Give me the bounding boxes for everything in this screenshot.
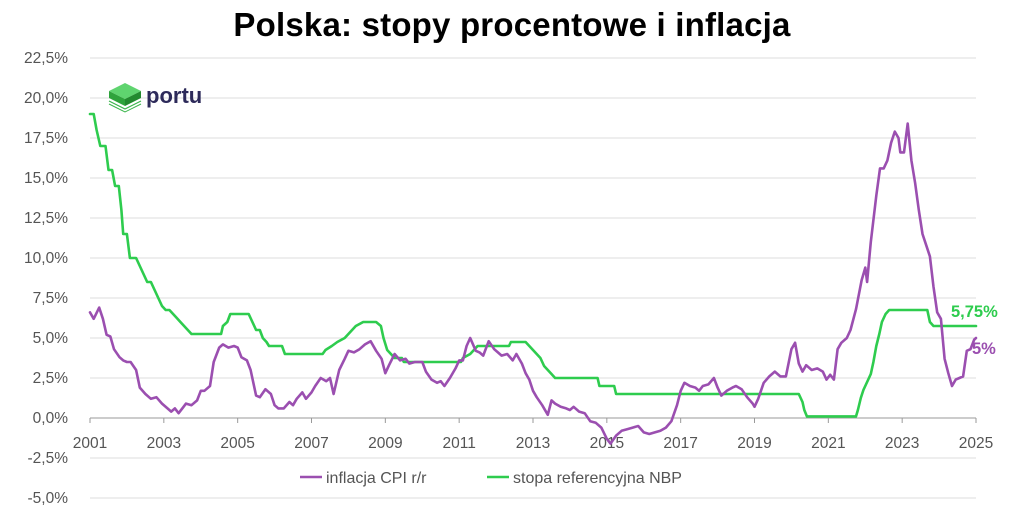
series-line-rate [88, 112, 978, 418]
x-tick-label: 2005 [220, 435, 254, 452]
legend-label-cpi: inflacja CPI r/r [326, 470, 427, 487]
y-tick-label: 10,0% [24, 250, 68, 267]
x-tick-label: 2025 [959, 435, 993, 452]
y-tick-label: 17,5% [24, 130, 68, 147]
y-tick-label: 12,5% [24, 210, 68, 227]
x-tick-label: 2023 [885, 435, 919, 452]
cube-icon [108, 83, 142, 113]
y-tick-label: -2,5% [28, 450, 69, 467]
logo-text: portu [146, 83, 202, 108]
legend-item-rate: stopa referencyjna NBP [487, 470, 682, 487]
x-tick-label: 2001 [73, 435, 107, 452]
legend-label-rate: stopa referencyjna NBP [513, 470, 682, 487]
y-tick-label: 20,0% [24, 90, 68, 107]
y-tick-label: 22,5% [24, 50, 68, 67]
portu-logo: portu [108, 83, 202, 113]
end-label-rate: 5,75% [951, 303, 998, 321]
x-tick-label: 2017 [663, 435, 697, 452]
y-tick-label: 5,0% [33, 330, 69, 347]
end-label-cpi: 5% [972, 340, 996, 358]
series-line-cpi [88, 122, 978, 445]
series-layer [88, 112, 978, 445]
grid-layer [90, 57, 976, 499]
chart-title: Polska: stopy procentowe i inflacja [233, 6, 791, 43]
x-tick-label: 2011 [442, 435, 475, 452]
y-tick-label: -5,0% [28, 490, 69, 507]
y-tick-label: 15,0% [24, 170, 68, 187]
x-tick-label: 2019 [737, 435, 771, 452]
x-tick-label: 2015 [590, 435, 624, 452]
x-tick-label: 2007 [294, 435, 328, 452]
axis-layer: 22,5% 20,0% 17,5% 15,0% 12,5% 10,0% 7,5% 5,0% 2,… [24, 50, 993, 507]
label-layer: 5,75% 5% [951, 303, 998, 358]
y-tick-label: 2,5% [33, 370, 69, 387]
legend: inflacja CPI r/r stopa referencyjna NBP [300, 470, 682, 487]
y-tick-label: 7,5% [33, 290, 69, 307]
x-tick-label: 2003 [147, 435, 181, 452]
x-tick-label: 2009 [368, 435, 402, 452]
x-tick-label: 2021 [811, 435, 845, 452]
legend-item-cpi: inflacja CPI r/r [300, 470, 427, 487]
y-tick-label: 0,0% [33, 410, 69, 427]
x-tick-label: 2013 [516, 435, 550, 452]
